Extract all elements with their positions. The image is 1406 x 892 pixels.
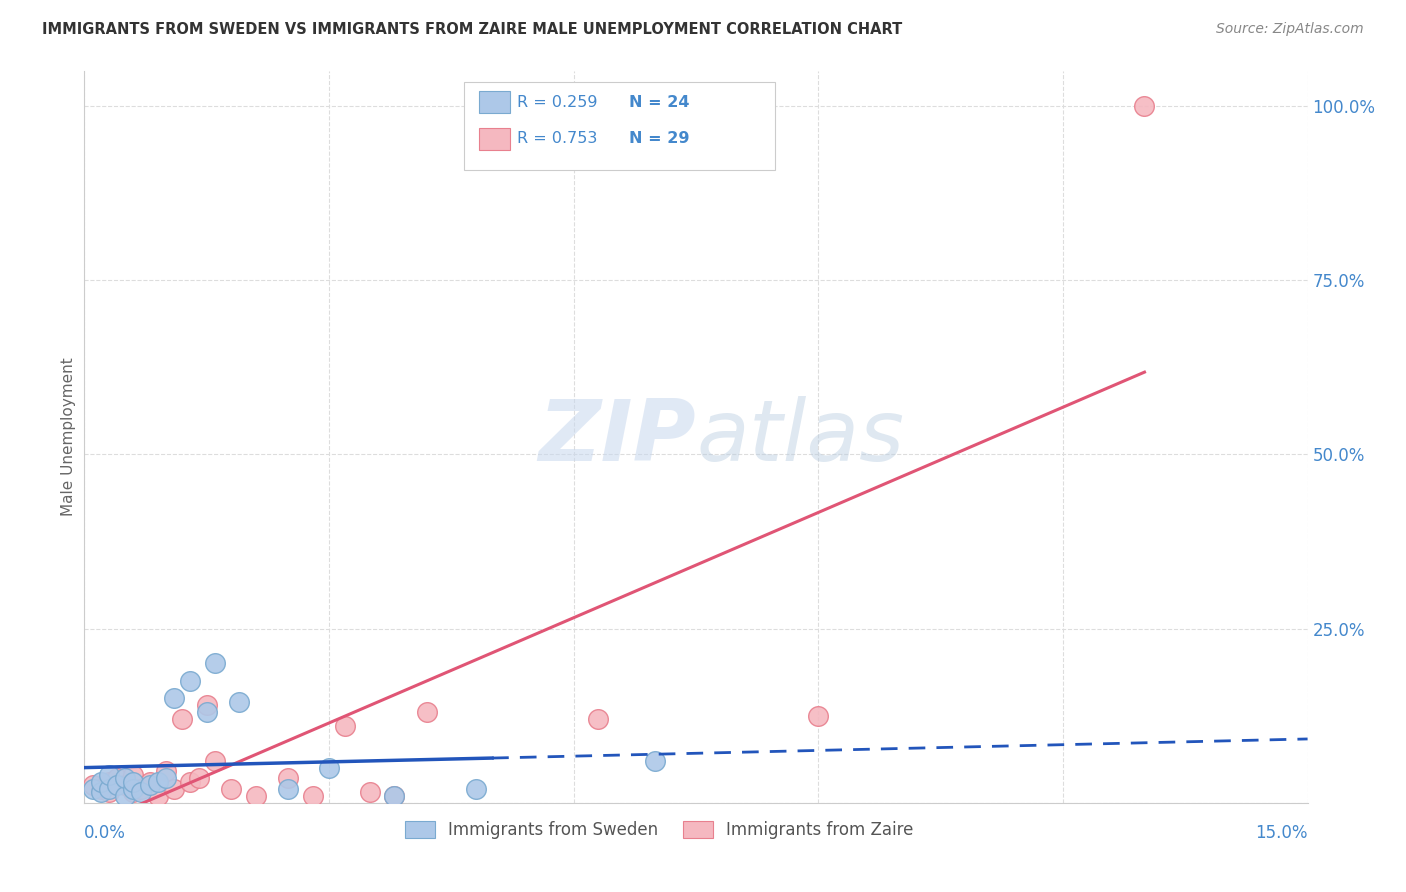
Y-axis label: Male Unemployment: Male Unemployment (60, 358, 76, 516)
Text: Source: ZipAtlas.com: Source: ZipAtlas.com (1216, 22, 1364, 37)
Bar (479, 128, 510, 150)
Point (277, 781, 299, 796)
Point (155, 772, 177, 786)
Point (228, 695, 250, 709)
Point (131, 781, 153, 796)
Point (122, 768, 145, 782)
Point (114, 789, 136, 803)
Point (97, 768, 120, 782)
Point (416, 705, 439, 719)
Point (335, 719, 357, 733)
Point (586, 712, 609, 726)
Point (105, 772, 128, 786)
Point (172, 712, 194, 726)
Bar (479, 91, 510, 113)
Text: R = 0.259: R = 0.259 (517, 95, 598, 110)
Point (187, 772, 209, 786)
Point (97, 775, 120, 789)
Point (122, 775, 145, 789)
Text: ZIP: ZIP (538, 395, 696, 479)
Point (105, 778, 128, 792)
FancyBboxPatch shape (464, 82, 776, 170)
Point (382, 789, 405, 803)
Point (90, 781, 112, 796)
Text: N = 29: N = 29 (628, 131, 689, 146)
Point (807, 708, 830, 723)
Point (146, 775, 169, 789)
Point (245, 789, 267, 803)
Point (138, 778, 160, 792)
Point (464, 781, 486, 796)
Point (277, 772, 299, 786)
Point (97, 781, 120, 796)
Point (138, 775, 160, 789)
Point (644, 754, 666, 768)
Text: N = 24: N = 24 (628, 95, 689, 110)
Point (146, 789, 169, 803)
Point (155, 764, 177, 779)
Point (122, 781, 145, 796)
Point (1133, 99, 1156, 113)
Point (382, 789, 405, 803)
Point (195, 698, 218, 713)
Point (179, 673, 201, 688)
Legend: Immigrants from Sweden, Immigrants from Zaire: Immigrants from Sweden, Immigrants from … (398, 814, 921, 846)
Point (301, 789, 323, 803)
Point (114, 778, 136, 792)
Point (163, 691, 186, 706)
Point (97, 785, 120, 799)
Point (90, 785, 112, 799)
Point (122, 785, 145, 799)
Point (204, 657, 226, 671)
Point (179, 775, 201, 789)
Point (219, 781, 242, 796)
Text: 15.0%: 15.0% (1256, 823, 1308, 842)
Text: R = 0.753: R = 0.753 (517, 131, 598, 146)
Point (114, 772, 136, 786)
Point (163, 781, 186, 796)
Point (318, 761, 340, 775)
Text: atlas: atlas (696, 395, 904, 479)
Point (131, 785, 153, 799)
Point (90, 775, 112, 789)
Point (359, 785, 381, 799)
Point (204, 754, 226, 768)
Text: IMMIGRANTS FROM SWEDEN VS IMMIGRANTS FROM ZAIRE MALE UNEMPLOYMENT CORRELATION CH: IMMIGRANTS FROM SWEDEN VS IMMIGRANTS FRO… (42, 22, 903, 37)
Text: 0.0%: 0.0% (84, 823, 127, 842)
Point (195, 705, 218, 719)
Point (82, 778, 104, 792)
Point (82, 781, 104, 796)
